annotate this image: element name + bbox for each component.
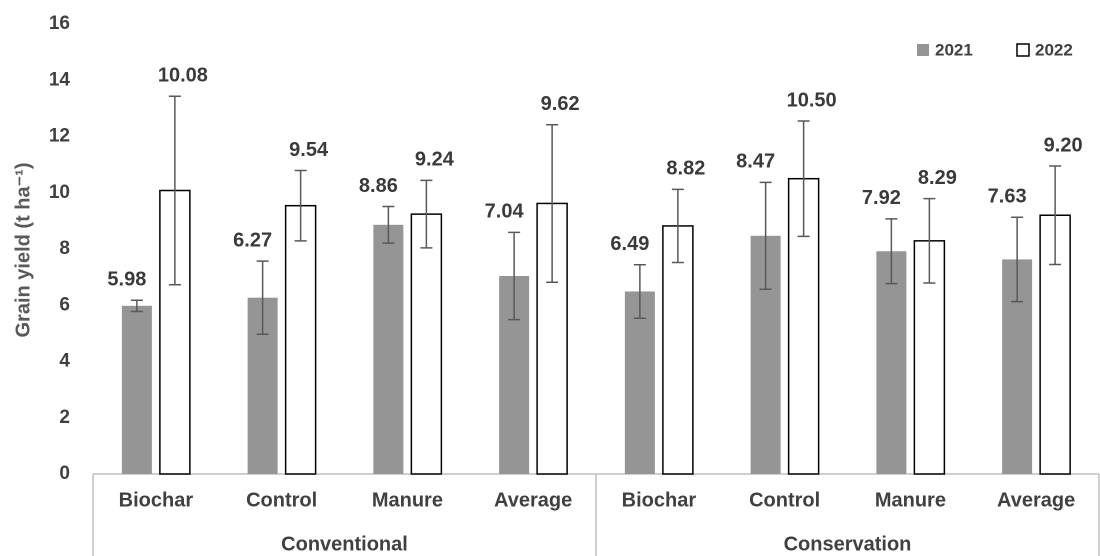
value-label: 8.47 — [736, 151, 775, 173]
value-label: 7.92 — [862, 187, 901, 209]
bar — [373, 224, 404, 474]
x-tick-label: Biochar — [622, 489, 697, 511]
bar — [876, 251, 907, 474]
legend-label: 2022 — [1035, 40, 1073, 59]
y-tick-label: 16 — [49, 13, 70, 34]
x-tick-label: Manure — [875, 489, 946, 511]
x-tick-label: Control — [246, 489, 317, 511]
error-bar — [294, 169, 307, 242]
x-tick-label: Average — [997, 489, 1075, 511]
bar — [121, 305, 152, 474]
group-label: Conventional — [281, 533, 408, 555]
error-bar — [671, 188, 684, 264]
y-tick-label: 4 — [59, 351, 70, 372]
y-tick-label: 6 — [59, 294, 70, 315]
x-tick-label: Average — [494, 489, 572, 511]
error-bar — [1049, 165, 1062, 266]
legend-label: 2021 — [935, 40, 973, 59]
value-label: 10.50 — [787, 89, 837, 111]
legend-swatch — [917, 44, 929, 56]
value-label: 8.82 — [666, 158, 705, 180]
error-bar — [759, 181, 772, 290]
value-label: 10.08 — [158, 65, 208, 87]
y-axis-label: Grain yield (t ha⁻¹) — [12, 162, 34, 337]
error-bar — [508, 231, 521, 321]
error-bar — [130, 299, 143, 313]
error-bar — [923, 197, 936, 284]
y-tick-label: 12 — [49, 126, 70, 147]
y-tick-label: 10 — [49, 182, 70, 203]
value-label: 9.20 — [1044, 134, 1083, 156]
bar — [410, 213, 443, 475]
value-label: 7.63 — [988, 186, 1027, 208]
value-label: 5.98 — [107, 268, 146, 290]
error-bar — [546, 123, 559, 283]
value-label: 9.24 — [415, 149, 455, 171]
error-bar — [420, 179, 433, 249]
value-label: 6.27 — [233, 229, 272, 251]
bar — [284, 204, 317, 475]
y-tick-label: 8 — [59, 238, 70, 259]
error-bar — [382, 205, 395, 244]
value-label: 9.54 — [289, 139, 329, 161]
x-tick-label: Control — [749, 489, 820, 511]
value-label: 6.49 — [610, 233, 649, 255]
bar — [624, 291, 655, 474]
y-tick-label: 14 — [49, 69, 71, 90]
bar — [662, 225, 694, 475]
x-tick-label: Biochar — [119, 489, 194, 511]
value-label: 7.04 — [485, 201, 525, 223]
error-bar — [885, 218, 898, 285]
error-bar — [797, 120, 810, 238]
error-bar — [1011, 216, 1024, 303]
legend-swatch — [1016, 43, 1030, 57]
group-label: Conservation — [784, 533, 912, 555]
error-bar — [168, 95, 181, 286]
error-bar — [256, 260, 269, 335]
value-label: 9.62 — [541, 93, 580, 115]
x-tick-label: Manure — [372, 489, 443, 511]
value-label: 8.29 — [918, 167, 957, 189]
y-tick-label: 2 — [59, 407, 70, 428]
error-bar — [633, 264, 646, 319]
value-label: 8.86 — [359, 175, 398, 197]
y-tick-label: 0 — [59, 463, 70, 484]
